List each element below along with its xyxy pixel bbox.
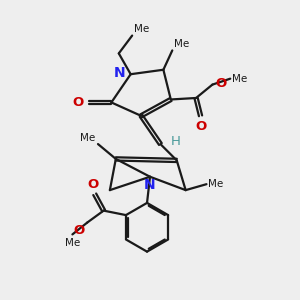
Text: N: N	[144, 178, 156, 192]
Text: O: O	[195, 120, 206, 133]
Text: Me: Me	[232, 74, 247, 84]
Text: O: O	[88, 178, 99, 191]
Text: Me: Me	[208, 179, 223, 189]
Text: Me: Me	[174, 39, 189, 49]
Text: N: N	[114, 66, 125, 80]
Text: H: H	[171, 135, 181, 148]
Text: O: O	[73, 96, 84, 109]
Text: O: O	[73, 224, 84, 237]
Text: Me: Me	[134, 24, 149, 34]
Text: O: O	[215, 76, 226, 90]
Text: Me: Me	[65, 238, 80, 248]
Text: Me: Me	[80, 133, 95, 142]
